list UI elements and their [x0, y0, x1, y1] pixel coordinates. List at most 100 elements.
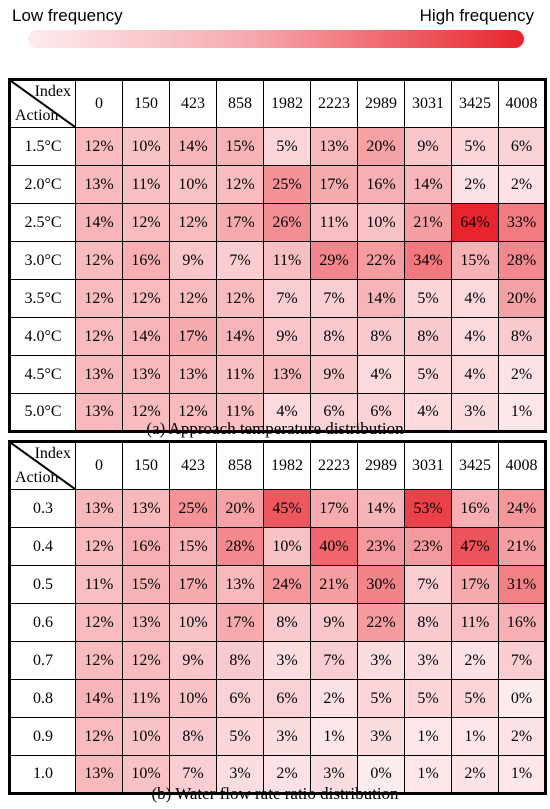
heat-cell: 22%: [357, 241, 405, 280]
caption-approach-temperature: (a) Approach temperature distribution: [146, 419, 404, 438]
heat-cell: 7%: [404, 565, 452, 604]
heat-cell: 16%: [122, 241, 170, 280]
heat-cell: 64%: [451, 203, 499, 242]
heat-cell: 8%: [404, 317, 452, 356]
column-header: 2989: [357, 441, 405, 490]
heat-cell: 5%: [404, 279, 452, 318]
heat-cell: 16%: [498, 603, 546, 642]
column-header: 858: [216, 441, 264, 490]
heat-cell: 2%: [451, 641, 499, 680]
heat-cell: 15%: [451, 241, 499, 280]
heat-cell: 12%: [75, 717, 123, 756]
column-header: 3031: [404, 79, 452, 128]
row-header: 1.0: [9, 755, 76, 794]
column-header: 2989: [357, 79, 405, 128]
table-row: 1.0 13% 10% 7% 3% 2% 3% 0% 1% 2% 1%: [9, 755, 546, 794]
heat-cell: 12%: [75, 527, 123, 566]
heat-cell: 34%: [404, 241, 452, 280]
heat-cell: 2%: [451, 755, 499, 794]
table-corner-cell: Index Action: [9, 79, 76, 128]
heat-cell: 15%: [122, 565, 170, 604]
column-header: 858: [216, 79, 264, 128]
row-header: 4.0°C: [9, 317, 76, 356]
heat-cell: 6%: [498, 127, 546, 166]
heat-cell: 11%: [122, 165, 170, 204]
heat-cell: 5%: [451, 679, 499, 718]
heat-cell: 17%: [216, 603, 264, 642]
heat-cell: 23%: [357, 527, 405, 566]
row-header: 3.5°C: [9, 279, 76, 318]
caption-water-flow-rate: (b) Water flow rate ratio distribution: [151, 784, 399, 803]
heat-cell: 3%: [310, 755, 358, 794]
row-header: 0.5: [9, 565, 76, 604]
heat-cell: 6%: [310, 393, 358, 432]
column-header: 3425: [451, 441, 499, 490]
row-header: 0.9: [9, 717, 76, 756]
row-axis-label: Action: [15, 107, 59, 124]
heat-cell: 23%: [404, 527, 452, 566]
heat-cell: 4%: [451, 279, 499, 318]
heat-cell: 16%: [122, 527, 170, 566]
heat-cell: 13%: [310, 127, 358, 166]
heat-cell: 13%: [263, 355, 311, 394]
heat-cell: 13%: [75, 489, 123, 528]
heat-cell: 13%: [216, 565, 264, 604]
heat-cell: 12%: [75, 241, 123, 280]
heat-cell: 12%: [75, 317, 123, 356]
heat-cell: 13%: [75, 165, 123, 204]
column-header: 150: [122, 441, 170, 490]
heat-cell: 13%: [75, 755, 123, 794]
heat-cell: 12%: [75, 641, 123, 680]
heat-cell: 11%: [216, 355, 264, 394]
heat-cell: 12%: [122, 641, 170, 680]
heat-cell: 17%: [310, 165, 358, 204]
column-header: 1982: [263, 79, 311, 128]
heat-cell: 20%: [216, 489, 264, 528]
heat-cell: 13%: [122, 603, 170, 642]
heat-cell: 7%: [310, 279, 358, 318]
heat-cell: 31%: [498, 565, 546, 604]
heat-cell: 7%: [263, 279, 311, 318]
heat-cell: 2%: [310, 679, 358, 718]
row-header: 2.0°C: [9, 165, 76, 204]
heat-cell: 11%: [216, 393, 264, 432]
row-header: 0.3: [9, 489, 76, 528]
heat-cell: 3%: [451, 393, 499, 432]
heat-cell: 14%: [404, 165, 452, 204]
heat-cell: 1%: [451, 717, 499, 756]
heat-cell: 17%: [310, 489, 358, 528]
row-axis-label: Action: [15, 469, 59, 486]
heat-cell: 25%: [263, 165, 311, 204]
table-row: 0.7 12% 12% 9% 8% 3% 7% 3% 3% 2% 7%: [9, 641, 546, 680]
heat-cell: 12%: [122, 279, 170, 318]
heat-cell: 13%: [169, 355, 217, 394]
table-row: 3.0°C 12% 16% 9% 7% 11% 29% 22% 34% 15% 28%: [9, 241, 546, 280]
row-header: 4.5°C: [9, 355, 76, 394]
heat-cell: 13%: [122, 355, 170, 394]
table-row: 2.5°C 14% 12% 12% 17% 26% 11% 10% 21% 64% 33%: [9, 203, 546, 242]
heat-cell: 2%: [498, 165, 546, 204]
column-axis-label: Index: [34, 445, 71, 462]
heat-cell: 10%: [169, 679, 217, 718]
heat-cell: 22%: [357, 603, 405, 642]
row-header: 0.8: [9, 679, 76, 718]
heatmap-water-flow-rate: Index Action 0 150 423 858 1982 2223 2989 3031 342…: [8, 440, 547, 795]
heat-cell: 5%: [263, 127, 311, 166]
heat-cell: 12%: [75, 603, 123, 642]
row-header: 3.0°C: [9, 241, 76, 280]
heat-cell: 12%: [75, 279, 123, 318]
heat-cell: 2%: [498, 717, 546, 756]
heat-cell: 14%: [357, 279, 405, 318]
table-row: 4.0°C 12% 14% 17% 14% 9% 8% 8% 8% 4% 8%: [9, 317, 546, 356]
heat-cell: 5%: [404, 679, 452, 718]
heat-cell: 10%: [357, 203, 405, 242]
heat-cell: 9%: [404, 127, 452, 166]
heat-cell: 4%: [404, 393, 452, 432]
heat-cell: 3%: [263, 641, 311, 680]
heat-cell: 1%: [310, 717, 358, 756]
table-row: 0.3 13% 13% 25% 20% 45% 17% 14% 53% 16% 24%: [9, 489, 546, 528]
heat-cell: 2%: [498, 355, 546, 394]
heat-cell: 12%: [169, 393, 217, 432]
heat-cell: 1%: [404, 717, 452, 756]
column-header: 2223: [310, 79, 358, 128]
